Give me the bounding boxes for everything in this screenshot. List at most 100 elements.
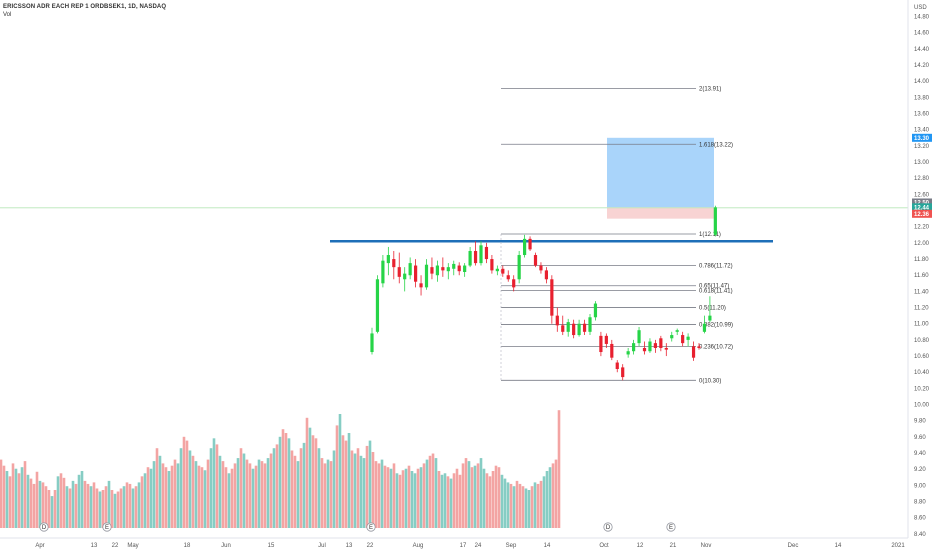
event-marker-label: D [606,525,611,531]
price-tick-label: 14.80 [914,15,930,21]
time-axis[interactable]: Apr 13 22 May 18 Jun 15 Jul 13 22 Aug 17 24 Sep 14 Oct 1… [0,537,908,549]
volume-bar [350,450,354,528]
candle-body [452,263,456,269]
volume-label: Vol [3,12,12,18]
volume-bar [479,458,483,528]
volume-bar [152,461,156,528]
volume-bar [170,465,174,528]
price-tick-label: 10.20 [914,386,930,392]
time-tick-label: 12 [637,543,644,549]
volume-bar [332,450,336,528]
time-tick-label: Jun [221,543,231,549]
volume-bar [308,427,312,528]
volume-bar [2,465,6,528]
time-tick-label: Jul [318,543,326,549]
volume-bar [434,458,438,528]
volume-bar [317,448,321,528]
fib-level-label: 0(10.30) [699,378,721,384]
candle-body [408,263,412,276]
candle-body [506,275,510,280]
volume-bar [140,476,144,528]
candle-body [604,335,608,344]
target-zone [607,137,714,208]
price-tick-label: 11.80 [914,257,929,263]
volume-bar [503,478,507,528]
volume-bar [344,440,348,528]
volume-bar [44,486,48,528]
price-axis[interactable]: USD 8.40 8.60 8.80 9.00 9.20 9.40 9.60 9.80 10.00… [907,0,930,538]
volume-bar [251,468,255,528]
volume-bar [485,473,489,528]
time-tick-label: May [127,543,138,549]
candle-body [414,265,418,282]
event-marker [102,522,112,532]
volume-bar [305,417,309,528]
volume-bar [236,458,240,528]
volume-bar [278,436,282,528]
event-marker [366,522,376,532]
volume-bar [521,486,525,528]
volume-bar [62,477,66,528]
volume-bar [137,482,141,528]
candle-body [561,325,565,332]
volume-bar [293,455,297,528]
fibonacci-retracement[interactable]: 2(13.91) 1.618(13.22) 1(12.11) 0.786(11.72)… [500,86,733,384]
candle-body [572,323,576,336]
candle-body [463,265,467,272]
candle-body [501,268,505,274]
volume-bar [179,448,183,528]
event-marker [39,522,49,532]
volume-bar [500,474,504,528]
volume-bar [329,461,333,528]
volume-bar [458,474,462,528]
volume-bar [515,480,519,528]
volume-bar [386,467,390,528]
volume-bar [455,468,459,528]
volume-bar [509,483,513,528]
volume-bar [194,461,198,528]
candle-body [446,267,450,272]
volume-bar [368,440,372,528]
candle-body [517,255,521,280]
candle-body [484,246,489,260]
volume-bar [287,438,291,528]
price-tick-label: 14.00 [914,79,930,85]
time-tick-label: Aug [413,543,424,549]
candle-body [610,343,614,358]
candle-body [637,330,641,344]
candle-body [403,273,407,280]
price-tick-label: 10.00 [914,403,930,409]
price-tick-label: 13.80 [914,95,930,101]
volume-bar [338,414,342,528]
candle-body [686,336,690,340]
volume-bar [191,455,195,528]
candle-body [697,346,701,348]
volume-bar [548,467,552,528]
candle-body [397,267,401,277]
price-badge-label: 12.36 [914,212,930,218]
volume-bar [272,448,276,528]
price-tick-label: 11.40 [914,289,929,295]
candle-body [386,255,390,264]
volume-bar [431,453,435,528]
volume-bar [356,448,360,528]
price-tick-label: 13.20 [914,144,930,150]
time-tick-label: Nov [701,543,712,549]
volume-bar [257,459,261,528]
volume-bar [497,467,501,528]
candle-body [664,347,668,350]
volume-bar [341,435,345,528]
volume-bar [404,468,408,528]
volume-bar [416,468,420,528]
volume-bar [92,482,96,528]
candle-body [681,335,685,344]
volume-bar [353,453,357,528]
volume-bar [89,486,93,528]
price-tick-label: 10.40 [914,370,930,376]
volume-bar [104,486,108,528]
volume-bar [551,463,555,528]
volume-bar [95,488,99,528]
volume-bar [8,476,12,528]
price-tick-label: 8.40 [914,532,926,538]
